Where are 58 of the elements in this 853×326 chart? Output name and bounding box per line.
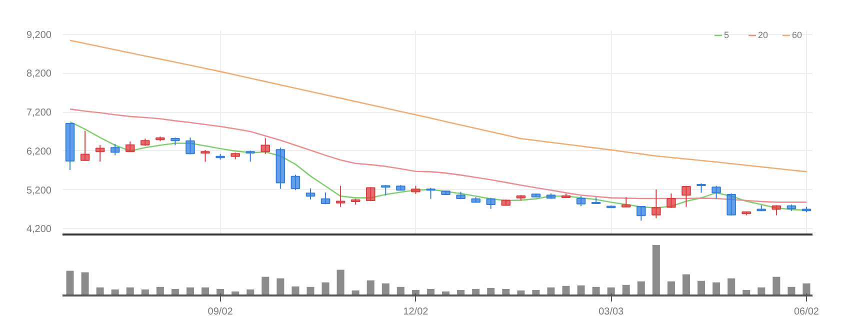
candlestick [186, 137, 195, 155]
bar [336, 270, 344, 296]
line-series [69, 40, 808, 172]
legend-label: 20 [758, 30, 770, 40]
y-tick-label: 8,200 [26, 68, 52, 80]
candlestick [576, 196, 586, 207]
candlestick [636, 206, 646, 222]
candlestick [682, 185, 691, 208]
bar [802, 283, 810, 296]
x-tick-label: 09/02 [208, 306, 234, 318]
candlestick [260, 138, 270, 154]
bar [366, 280, 374, 296]
x-tick-label: 06/02 [794, 306, 820, 318]
bar [698, 280, 706, 296]
bar [66, 270, 74, 296]
candlestick [126, 141, 135, 152]
candlestick [696, 182, 706, 194]
bar [306, 286, 314, 296]
bar [682, 274, 690, 296]
candlestick [95, 144, 105, 162]
legend-label: 60 [792, 30, 804, 40]
candlestick [200, 149, 210, 162]
candlestick [712, 185, 721, 200]
y-tick-label: 7,200 [26, 108, 52, 119]
candlestick [772, 204, 782, 216]
candlestick [306, 188, 316, 200]
bar [712, 282, 720, 296]
bar [262, 276, 270, 296]
candlestick [336, 185, 346, 208]
bar [772, 276, 780, 296]
x-tick-label: 12/02 [403, 306, 429, 318]
bar [667, 281, 675, 296]
candlestick [652, 188, 661, 219]
bar [637, 281, 645, 296]
bar [322, 282, 330, 296]
candlestick [426, 187, 436, 200]
candlestick [80, 130, 90, 161]
legend-label: 5 [724, 30, 730, 40]
bar [562, 286, 570, 296]
candlestick [290, 174, 300, 191]
candlestick [486, 197, 496, 210]
bar [81, 272, 89, 296]
candlestick [110, 143, 120, 156]
candlestick [726, 192, 736, 216]
bar [382, 283, 390, 296]
bar [276, 278, 284, 296]
candlestick [366, 186, 376, 202]
y-tick-label: 5,200 [26, 185, 52, 196]
x-tick-label: 03/03 [598, 306, 624, 318]
candlestick [666, 192, 676, 208]
y-tick-label: 6,200 [26, 146, 52, 158]
candlestick [381, 184, 390, 196]
bar [652, 245, 660, 296]
candlestick [246, 150, 256, 162]
y-tick-label: 4,200 [26, 224, 52, 236]
y-tick-label: 9,200 [26, 30, 52, 41]
bar [728, 278, 736, 296]
candlestick [621, 196, 631, 208]
